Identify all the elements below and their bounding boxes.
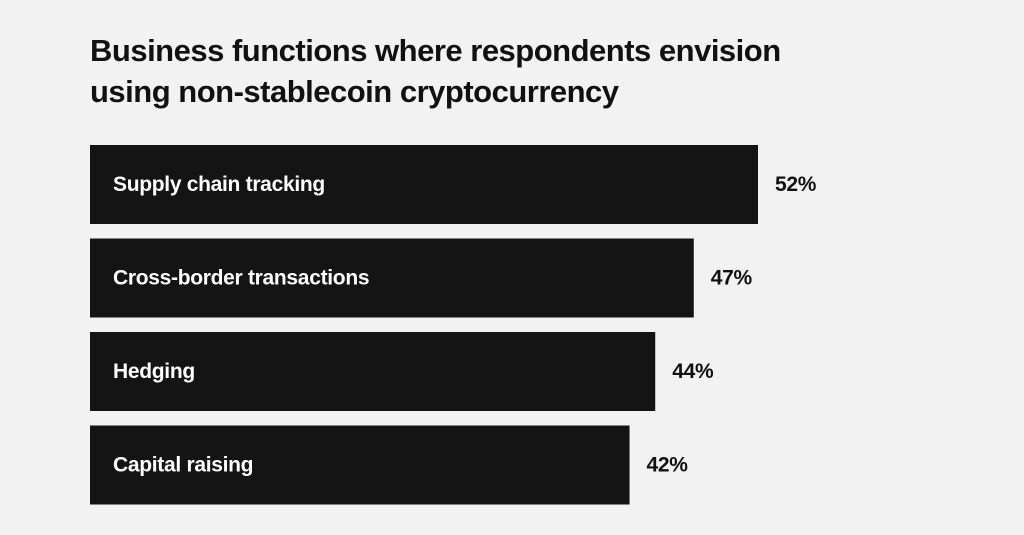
category-label-1: Supply chain tracking [113,173,325,196]
bar-1 [90,145,758,224]
category-label-3: Hedging [113,360,195,383]
chart-title-line-2: using non-stablecoin cryptocurrency [90,74,619,109]
chart-title-line-1: Business functions where respondents env… [90,33,781,68]
bar-4 [90,425,630,505]
value-label-1: 52% [775,173,817,196]
value-label-4: 42% [647,454,689,477]
category-label-2: Cross-border transactions [113,267,369,290]
value-label-2: 47% [711,267,753,290]
bar-2 [90,238,694,318]
value-label-3: 44% [672,360,714,383]
category-label-4: Capital raising [113,454,253,477]
bar-3 [90,332,656,411]
chart-title: Business functions where respondents env… [90,30,950,112]
